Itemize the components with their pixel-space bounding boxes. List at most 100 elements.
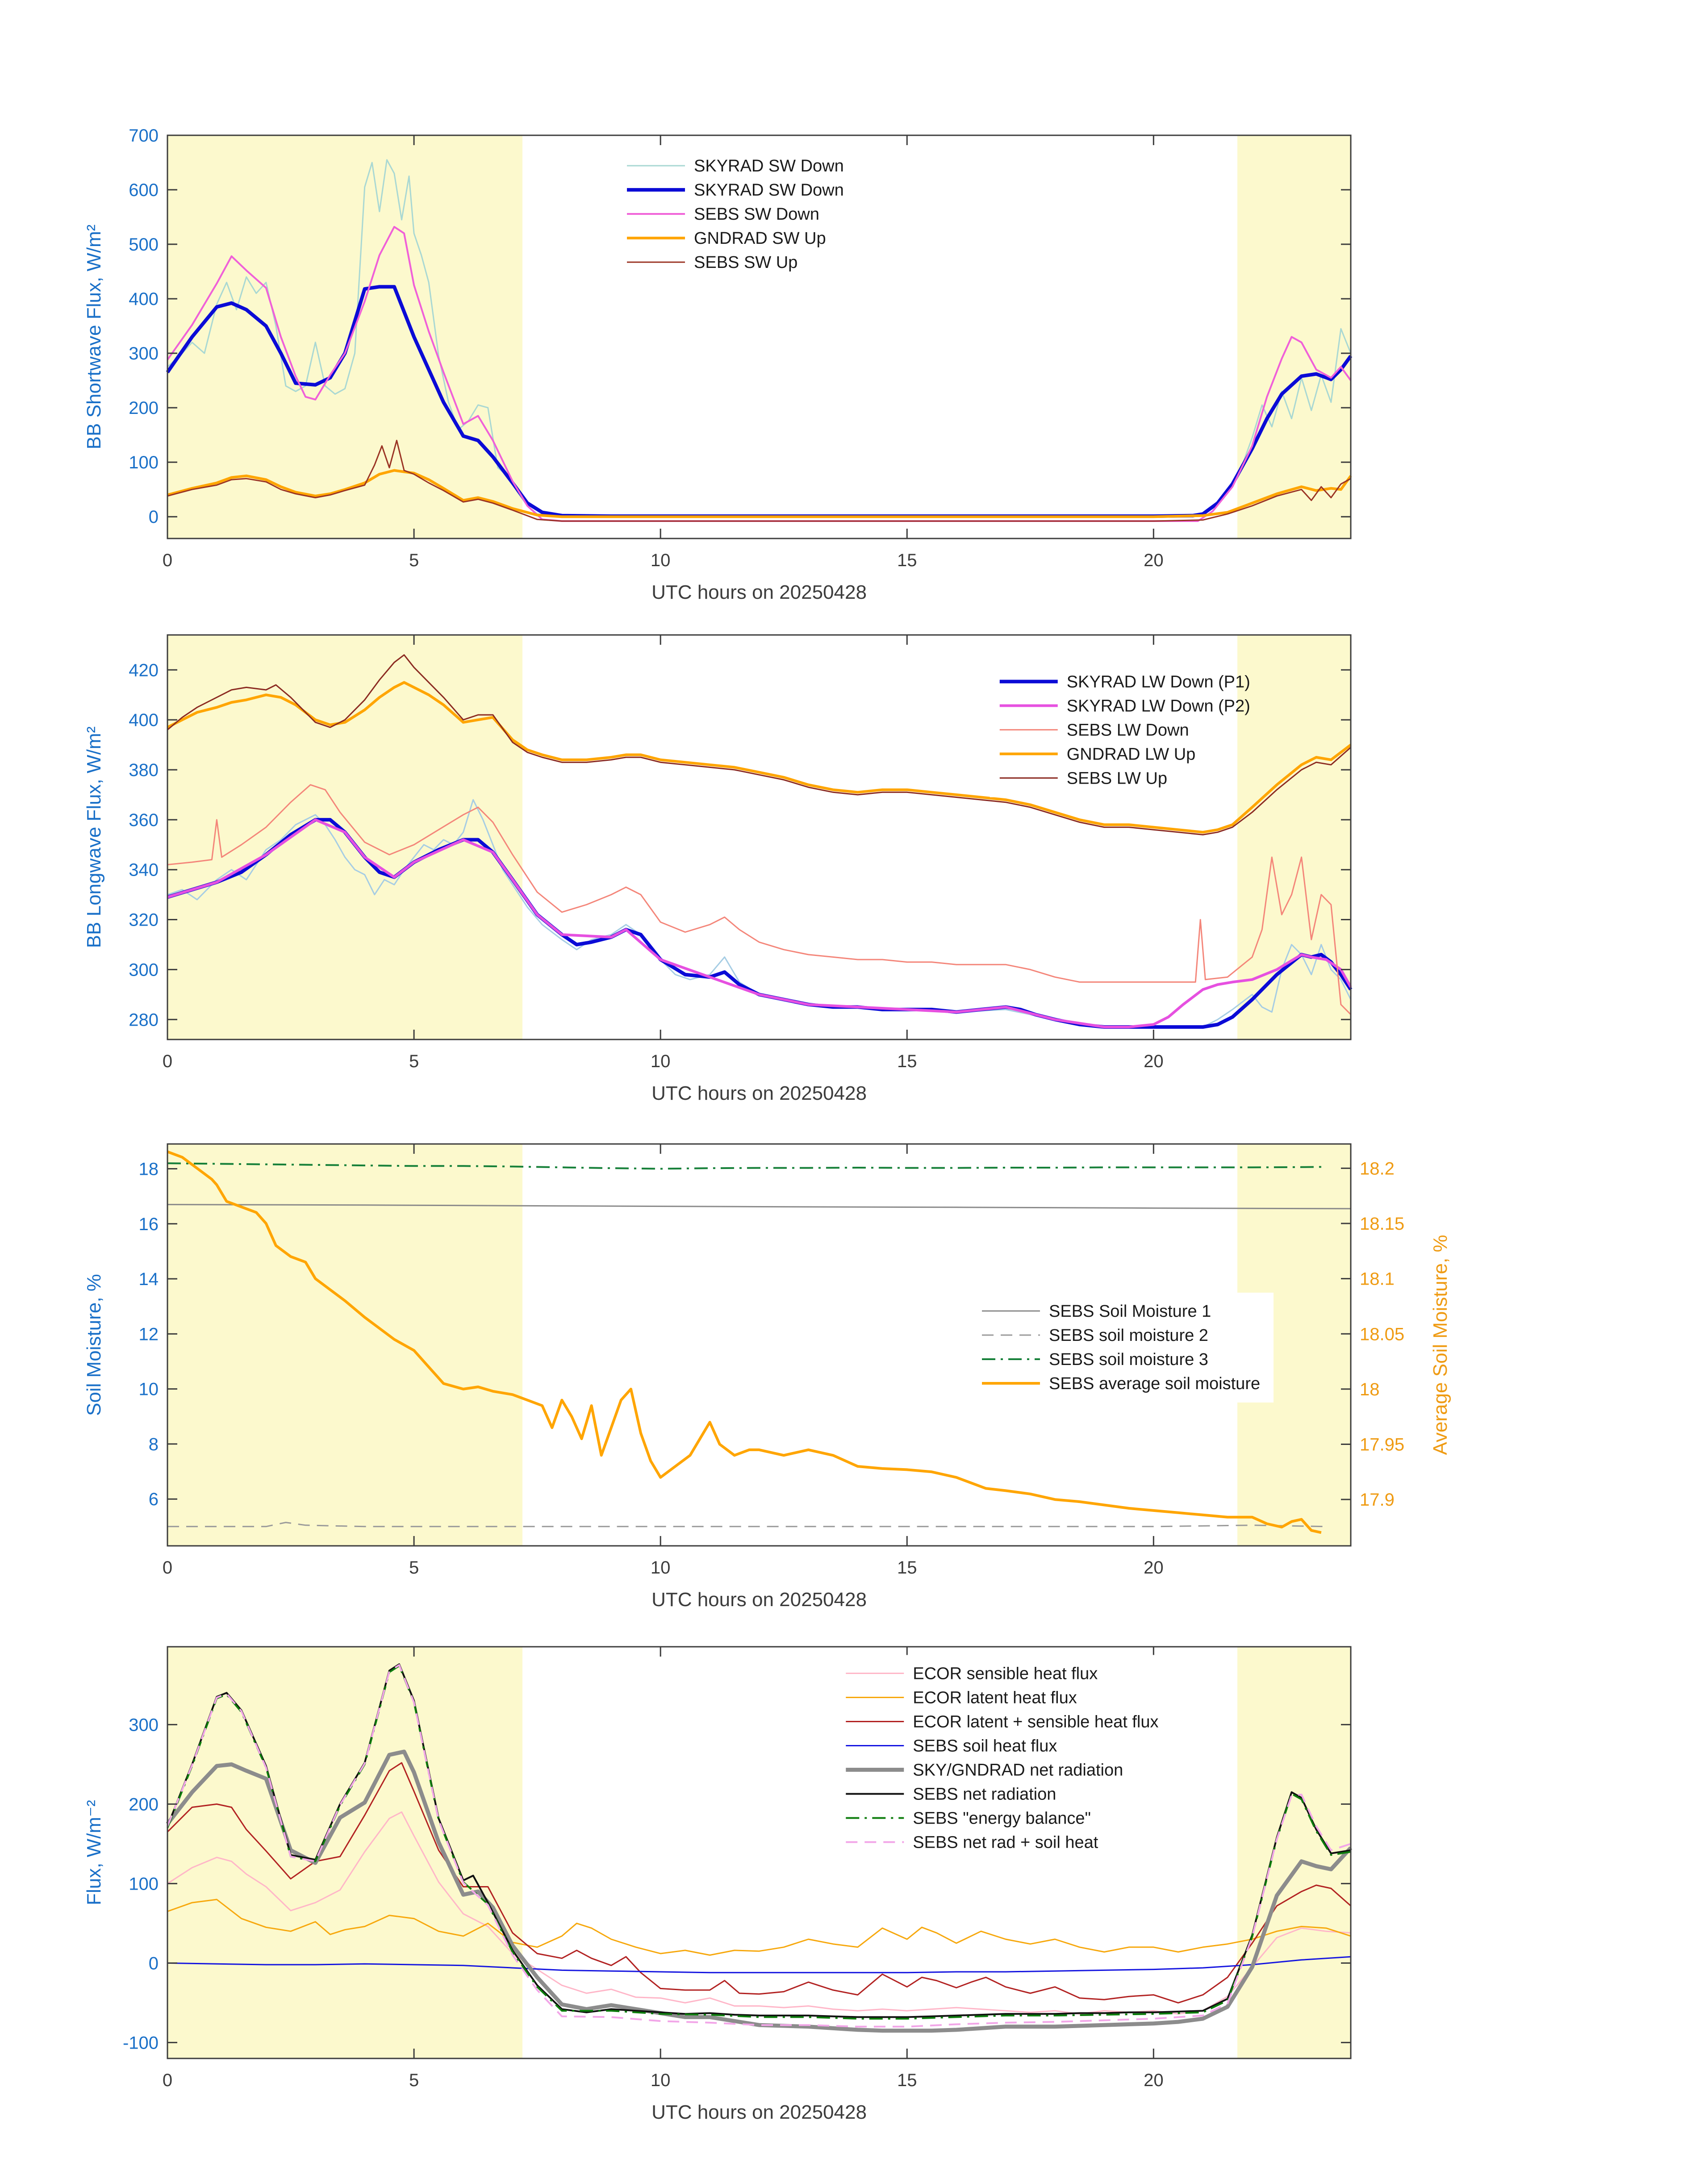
x-tick-label: 15 [897, 2070, 917, 2090]
series-sebs-net-rad-plus-soil-heat [167, 1664, 1351, 2028]
legend-label: SEBS soil moisture 2 [1049, 1326, 1208, 1345]
series-sebs-energy-balance [167, 1665, 1351, 2020]
series-skyrad-lw-down-thin [167, 799, 1352, 1028]
legend-label: ECOR sensible heat flux [913, 1664, 1098, 1683]
series-sebs-average-soil-moisture [167, 1150, 1322, 1534]
y-tick-label: 200 [129, 398, 159, 418]
y2-tick-label: 17.9 [1360, 1490, 1395, 1510]
y-tick-label: 100 [129, 1874, 159, 1894]
legend-label: SEBS Soil Moisture 1 [1049, 1302, 1211, 1321]
y2-tick-label: 18.15 [1360, 1214, 1404, 1234]
x-tick-label: 0 [163, 2070, 172, 2090]
x-tick-label: 20 [1144, 1558, 1164, 1578]
legend-label: ECOR latent + sensible heat flux [913, 1712, 1158, 1731]
y-axis-label: BB Shortwave Flux, W/m² [83, 225, 105, 450]
x-tick-label: 10 [651, 2070, 671, 2090]
x-axis-label: UTC hours on 20250428 [651, 1082, 867, 1104]
y2-tick-label: 18.1 [1360, 1269, 1395, 1289]
axes-box [167, 1646, 1352, 2059]
y-tick-label: 0 [149, 507, 159, 527]
series-gndrad-sw-up [167, 469, 1352, 518]
y-tick-label: 8 [149, 1435, 159, 1454]
x-axis-label: UTC hours on 20250428 [651, 2101, 867, 2123]
y-tick-label: -100 [123, 2033, 159, 2053]
y2-tick-label: 17.95 [1360, 1435, 1404, 1455]
series-sebs-soil-moisture-1 [167, 1204, 1351, 1210]
axes-box [167, 634, 1352, 1040]
panel-longwave: 0 5 10 15 20 280 300 320 340 360 380 400 420 UTC hour… [83, 634, 1353, 1104]
day-night-shading [167, 1144, 522, 1546]
legend-label: SEBS soil moisture 3 [1049, 1350, 1208, 1369]
x-tick-label: 0 [163, 1558, 172, 1578]
series-ecor-latent-heat-flux [167, 1899, 1351, 1956]
y-tick-label: 320 [129, 910, 159, 930]
legend-label: SEBS net radiation [913, 1785, 1056, 1803]
series-skyrad-lw-down-p2 [167, 818, 1352, 1028]
y-tick-label: 200 [129, 1795, 159, 1814]
x-tick-label: 5 [409, 2070, 419, 2090]
x-tick-label: 15 [897, 551, 917, 570]
day-night-shading [1237, 135, 1351, 538]
y-tick-label: 300 [129, 1715, 159, 1735]
y-tick-label: 400 [129, 289, 159, 309]
y2-tick-label: 18.05 [1360, 1324, 1404, 1344]
y-tick-label: 420 [129, 660, 159, 680]
y-tick-label: 6 [149, 1490, 159, 1509]
y-tick-label: 10 [139, 1380, 159, 1399]
x-tick-label: 0 [163, 1052, 172, 1071]
series-ecor-latent-plus-sensible-heat-flux [167, 1762, 1351, 2004]
y-tick-label: 16 [139, 1215, 159, 1234]
legend-label: SKYRAD LW Down (P2) [1067, 697, 1250, 715]
day-night-shading [167, 1647, 522, 2058]
series-sebs-sw-up [167, 439, 1351, 522]
legend-label: SEBS LW Up [1067, 769, 1167, 788]
legend-label: ECOR latent heat flux [913, 1688, 1077, 1707]
legend-label: SEBS soil heat flux [913, 1737, 1057, 1755]
x-tick-label: 20 [1144, 2070, 1164, 2090]
y2-tick-label: 18.2 [1360, 1159, 1395, 1178]
series-sebs-lw-down [167, 784, 1352, 1015]
x-tick-label: 5 [409, 551, 419, 570]
legend: SKYRAD SW Down SKYRAD SW Down SEBS SW Down… [627, 157, 844, 272]
y-tick-label: 12 [139, 1324, 159, 1344]
legend: SEBS Soil Moisture 1 SEBS soil moisture 2… [972, 1293, 1274, 1403]
day-night-shading [167, 135, 522, 538]
legend-label: SEBS "energy balance" [913, 1809, 1091, 1828]
y-tick-label: 14 [139, 1269, 159, 1289]
day-night-shading [1237, 635, 1351, 1039]
series-sebs-soil-moisture-2 [167, 1522, 1326, 1528]
y-axis-label: Soil Moisture, % [83, 1274, 105, 1416]
day-night-shading [167, 635, 522, 1039]
x-tick-label: 15 [897, 1558, 917, 1578]
legend-label: SEBS SW Down [694, 205, 819, 224]
series-skyrad-lw-down-p1 [167, 818, 1353, 1029]
y-tick-label: 360 [129, 810, 159, 830]
x-axis-label: UTC hours on 20250428 [651, 1589, 867, 1611]
y2-axis-label: Average Soil Moisture, % [1429, 1235, 1451, 1455]
series-sebs-soil-moisture-3 [167, 1162, 1326, 1170]
legend-label: SKYRAD SW Down [694, 157, 844, 175]
legend-label: SEBS SW Up [694, 253, 798, 272]
y-tick-label: 18 [139, 1159, 159, 1179]
series-ecor-sensible-heat-flux [167, 1811, 1351, 2015]
axes-box [167, 134, 1352, 539]
y-tick-label: 0 [149, 1954, 159, 1973]
series-sebs-soil-heat-flux [167, 1956, 1351, 1974]
legend: ECOR sensible heat flux ECOR latent heat … [836, 1655, 1187, 1862]
y-axis-label: BB Longwave Flux, W/m² [83, 726, 105, 948]
y-tick-label: 300 [129, 960, 159, 980]
x-tick-label: 10 [651, 551, 671, 570]
y-tick-label: 400 [129, 710, 159, 730]
legend-label: SEBS LW Down [1067, 721, 1189, 739]
series-sebs-lw-up [167, 654, 1351, 835]
legend-box [836, 1655, 1187, 1862]
x-tick-label: 5 [409, 1558, 419, 1578]
legend-label: SKYRAD LW Down (P1) [1067, 672, 1250, 691]
legend-label: SEBS net rad + soil heat [913, 1833, 1098, 1852]
x-tick-label: 20 [1144, 551, 1164, 570]
x-tick-label: 5 [409, 1052, 419, 1071]
